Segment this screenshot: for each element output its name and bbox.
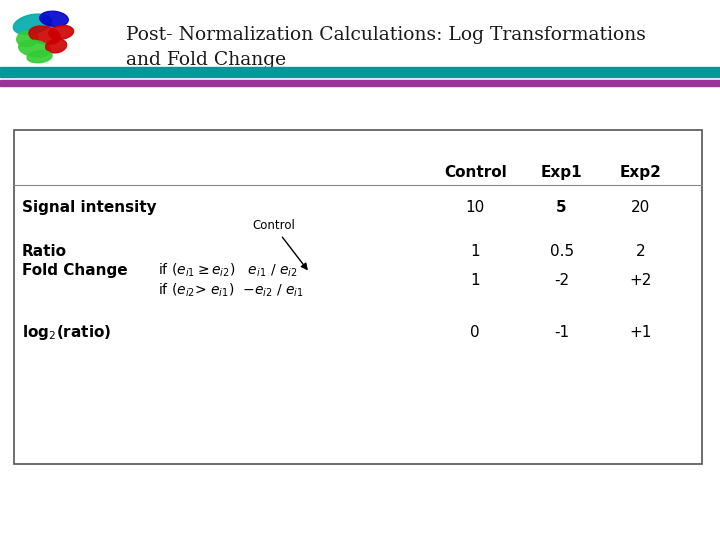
Bar — [0, 67, 720, 77]
Text: if ($e_{i2}$> $e_{i1}$)  $-e_{i2}$ / $e_{i1}$: if ($e_{i2}$> $e_{i1}$) $-e_{i2}$ / $e_{… — [158, 282, 305, 299]
Text: 0: 0 — [470, 325, 480, 340]
Text: 10: 10 — [466, 200, 485, 215]
Text: and Fold Change: and Fold Change — [126, 51, 286, 70]
Ellipse shape — [49, 25, 73, 39]
Text: Signal intensity: Signal intensity — [22, 200, 156, 215]
FancyBboxPatch shape — [14, 130, 702, 464]
Text: Ratio: Ratio — [22, 244, 66, 259]
Text: +2: +2 — [629, 273, 652, 288]
Text: 1: 1 — [470, 273, 480, 288]
Text: Fold Change: Fold Change — [22, 262, 127, 278]
Bar — [0, 80, 720, 86]
Ellipse shape — [40, 11, 68, 26]
Text: 20: 20 — [631, 200, 650, 215]
Text: 2: 2 — [636, 244, 646, 259]
Ellipse shape — [17, 31, 38, 46]
Ellipse shape — [29, 26, 60, 44]
Text: log$_2$(ratio): log$_2$(ratio) — [22, 322, 111, 342]
Ellipse shape — [45, 39, 67, 53]
Text: Control: Control — [252, 219, 307, 269]
Text: Control: Control — [444, 165, 507, 180]
Text: Exp2: Exp2 — [620, 165, 662, 180]
Text: -2: -2 — [554, 273, 570, 288]
Text: if ($e_{i1}$$\geq$$e_{i2}$)   $e_{i1}$ / $e_{i2}$: if ($e_{i1}$$\geq$$e_{i2}$) $e_{i1}$ / $… — [158, 261, 298, 279]
Ellipse shape — [13, 14, 52, 35]
Ellipse shape — [27, 51, 52, 63]
Text: 1: 1 — [470, 244, 480, 259]
Text: -1: -1 — [554, 325, 570, 340]
Text: Exp1: Exp1 — [541, 165, 582, 180]
Text: 0.5: 0.5 — [549, 244, 574, 259]
Text: 5: 5 — [557, 200, 567, 215]
Text: Post- Normalization Calculations: Log Transformations: Post- Normalization Calculations: Log Tr… — [126, 26, 646, 44]
Ellipse shape — [19, 40, 50, 57]
Text: +1: +1 — [629, 325, 652, 340]
